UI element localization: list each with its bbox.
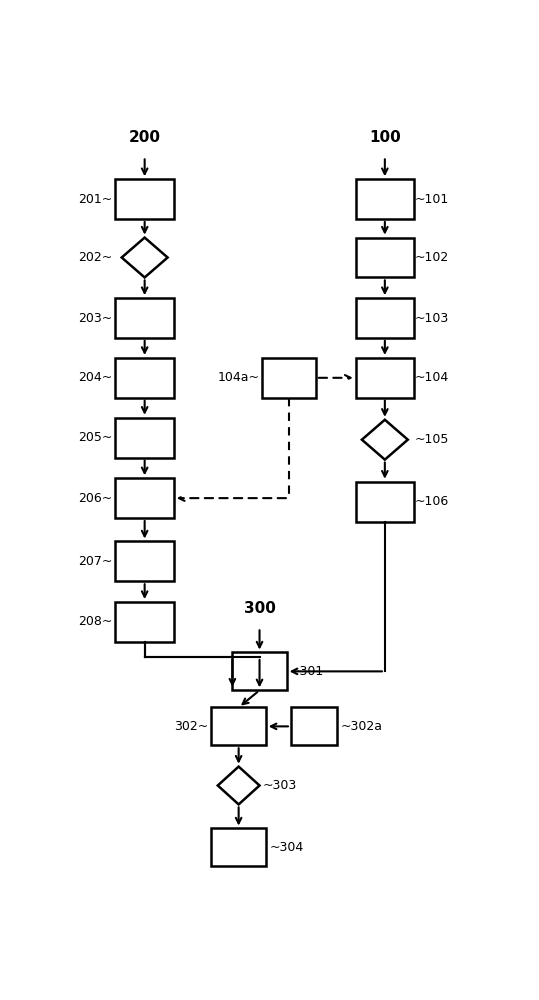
Text: 104a~: 104a~ (218, 371, 260, 384)
Bar (211, 828, 266, 866)
Bar (356, 358, 414, 398)
Bar (261, 358, 316, 398)
Bar (291, 707, 337, 745)
Bar (356, 238, 414, 277)
Text: ~105: ~105 (415, 433, 450, 446)
Bar (115, 179, 174, 219)
Bar (115, 298, 174, 338)
Text: 207~: 207~ (78, 555, 113, 568)
Text: ~103: ~103 (415, 312, 449, 324)
Polygon shape (362, 420, 408, 460)
Text: ~303: ~303 (263, 779, 297, 792)
Bar (232, 652, 287, 690)
Bar (211, 707, 266, 745)
Bar (356, 298, 414, 338)
Text: ~304: ~304 (269, 841, 303, 854)
Text: 204~: 204~ (78, 371, 113, 384)
Text: ~302a: ~302a (340, 720, 382, 733)
Bar (356, 179, 414, 219)
Text: 203~: 203~ (78, 312, 113, 324)
Text: 100: 100 (369, 130, 400, 145)
Text: ~301: ~301 (290, 665, 324, 678)
Text: 200: 200 (129, 130, 161, 145)
Text: 302~: 302~ (174, 720, 208, 733)
Bar (356, 482, 414, 522)
Bar (115, 418, 174, 458)
Polygon shape (122, 238, 168, 277)
Text: ~101: ~101 (415, 193, 449, 206)
Bar (115, 602, 174, 642)
Text: 205~: 205~ (78, 431, 113, 444)
Polygon shape (218, 767, 260, 804)
Text: 208~: 208~ (78, 615, 113, 628)
Text: ~104: ~104 (415, 371, 449, 384)
Text: 201~: 201~ (78, 193, 113, 206)
Bar (115, 478, 174, 518)
Text: ~106: ~106 (415, 495, 449, 508)
Text: 300: 300 (244, 601, 275, 616)
Text: 206~: 206~ (78, 492, 113, 505)
Text: ~102: ~102 (415, 251, 449, 264)
Bar (115, 358, 174, 398)
Bar (115, 541, 174, 581)
Text: 202~: 202~ (78, 251, 113, 264)
